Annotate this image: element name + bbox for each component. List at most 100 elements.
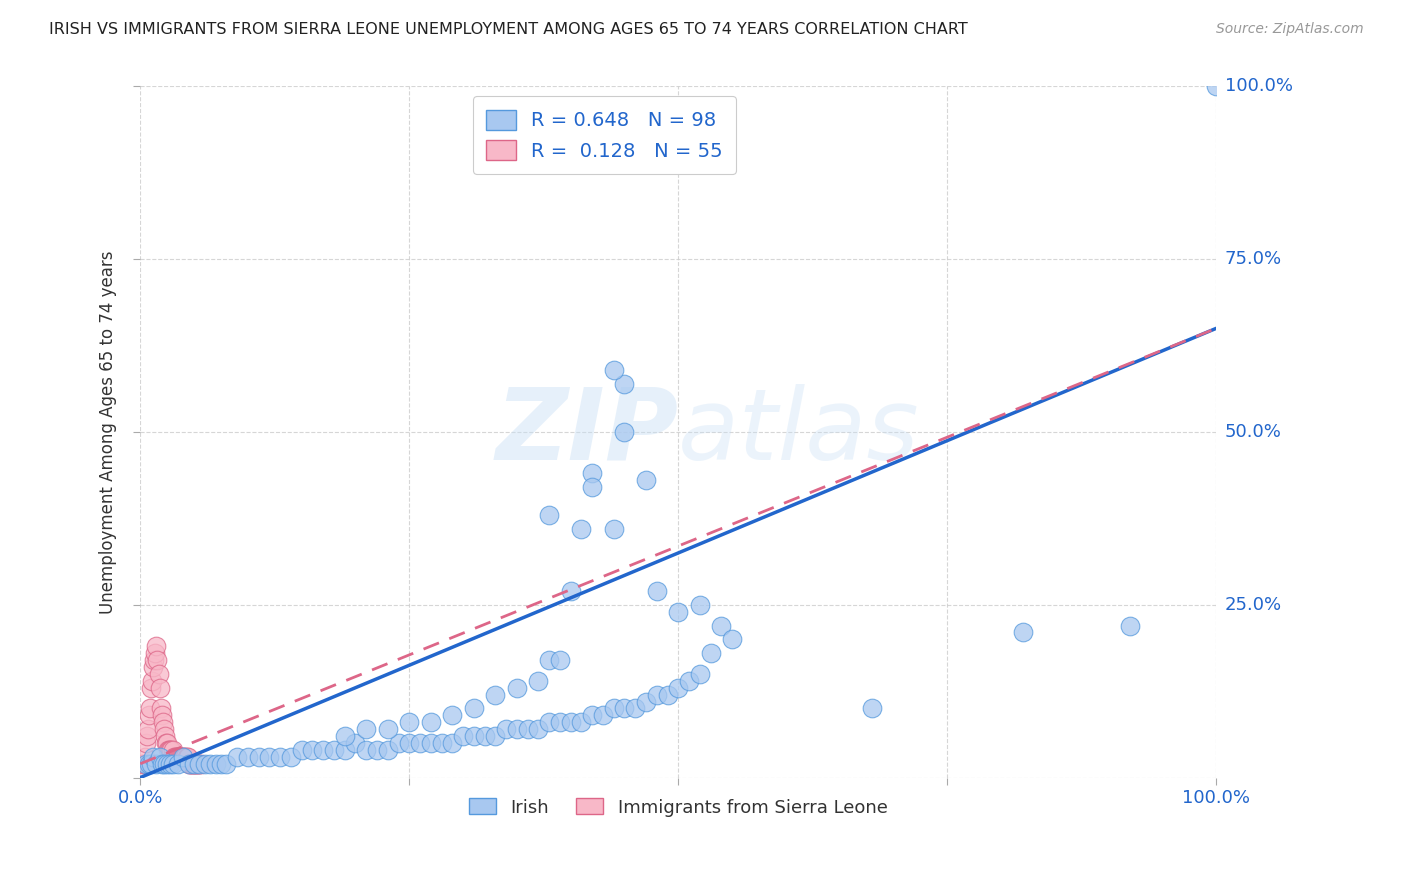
Point: [176, 749, 198, 764]
Point: [354, 743, 377, 757]
Point: [571, 522, 593, 536]
Point: [333, 743, 356, 757]
Point: [333, 729, 356, 743]
Point: [135, 729, 157, 743]
Point: [141, 673, 163, 688]
Point: [323, 743, 346, 757]
Point: [194, 756, 217, 771]
Point: [581, 708, 603, 723]
Point: [581, 467, 603, 481]
Point: [259, 749, 281, 764]
Point: [312, 743, 335, 757]
Point: [139, 681, 162, 695]
Point: [148, 666, 170, 681]
Point: [463, 729, 485, 743]
Point: [145, 756, 167, 771]
Point: [689, 666, 711, 681]
Point: [145, 639, 167, 653]
Point: [301, 743, 323, 757]
Point: [398, 736, 420, 750]
Point: [172, 749, 194, 764]
Text: 25.0%: 25.0%: [1225, 596, 1282, 614]
Point: [135, 756, 157, 771]
Point: [613, 701, 636, 715]
Point: [657, 688, 679, 702]
Point: [560, 584, 582, 599]
Point: [699, 646, 721, 660]
Point: [602, 363, 624, 377]
Point: [172, 749, 194, 764]
Point: [484, 729, 506, 743]
Point: [155, 736, 177, 750]
Point: [571, 715, 593, 730]
Point: [441, 708, 464, 723]
Point: [291, 743, 314, 757]
Point: [419, 736, 441, 750]
Point: [134, 749, 156, 764]
Point: [419, 715, 441, 730]
Point: [645, 584, 668, 599]
Point: [495, 722, 517, 736]
Point: [172, 749, 194, 764]
Point: [132, 756, 155, 771]
Point: [181, 756, 204, 771]
Point: [170, 749, 193, 764]
Point: [149, 701, 172, 715]
Point: [138, 756, 160, 771]
Point: [710, 618, 733, 632]
Point: [150, 756, 173, 771]
Point: [186, 756, 208, 771]
Point: [162, 743, 184, 757]
Point: [190, 756, 212, 771]
Point: [160, 743, 183, 757]
Point: [527, 673, 550, 688]
Point: [474, 729, 496, 743]
Point: [159, 743, 181, 757]
Point: [138, 708, 160, 723]
Point: [269, 749, 291, 764]
Point: [247, 749, 270, 764]
Point: [441, 736, 464, 750]
Point: [344, 736, 367, 750]
Point: [666, 605, 689, 619]
Point: [1119, 618, 1142, 632]
Point: [398, 715, 420, 730]
Point: [209, 756, 232, 771]
Point: [200, 756, 222, 771]
Point: [153, 722, 176, 736]
Point: [165, 749, 187, 764]
Point: [157, 743, 180, 757]
Point: [153, 756, 176, 771]
Point: [188, 756, 211, 771]
Point: [177, 756, 200, 771]
Point: [139, 701, 162, 715]
Point: [143, 646, 166, 660]
Point: [163, 749, 186, 764]
Point: [187, 756, 209, 771]
Point: [689, 598, 711, 612]
Point: [188, 756, 211, 771]
Point: [581, 480, 603, 494]
Point: [645, 688, 668, 702]
Point: [131, 756, 153, 771]
Point: [173, 749, 195, 764]
Point: [149, 749, 172, 764]
Text: 75.0%: 75.0%: [1225, 251, 1282, 268]
Point: [174, 749, 197, 764]
Point: [226, 749, 249, 764]
Point: [136, 722, 159, 736]
Point: [678, 673, 700, 688]
Point: [451, 729, 474, 743]
Y-axis label: Unemployment Among Ages 65 to 74 years: Unemployment Among Ages 65 to 74 years: [100, 251, 117, 614]
Point: [156, 756, 179, 771]
Point: [602, 701, 624, 715]
Point: [613, 376, 636, 391]
Point: [179, 756, 201, 771]
Point: [142, 660, 165, 674]
Point: [409, 736, 432, 750]
Point: [159, 756, 181, 771]
Point: [139, 756, 162, 771]
Point: [236, 749, 259, 764]
Point: [527, 722, 550, 736]
Point: [377, 722, 399, 736]
